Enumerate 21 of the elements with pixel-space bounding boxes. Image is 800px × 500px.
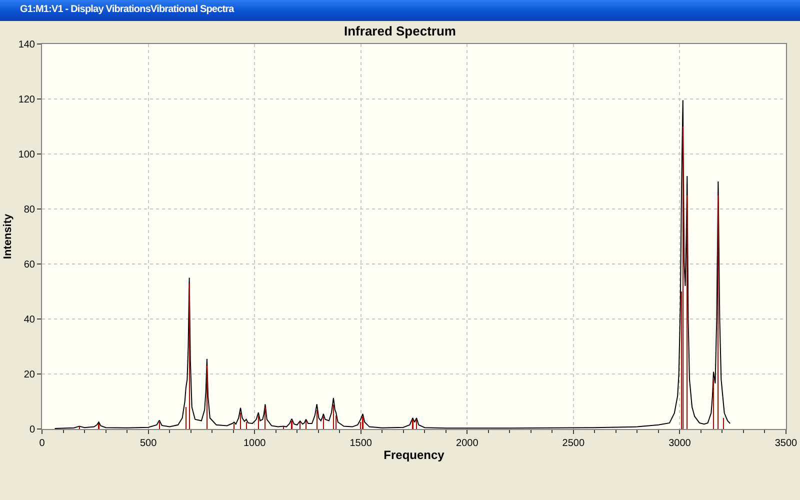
- x-tick-label: 1500: [350, 438, 372, 449]
- chart-title: Infrared Spectrum: [344, 24, 456, 39]
- x-tick-label: 0: [39, 438, 46, 449]
- line-series: [54, 100, 731, 429]
- y-tick-label: 60: [24, 260, 36, 270]
- x-tick-label: 2000: [456, 438, 479, 449]
- x-tick-label: 500: [140, 438, 158, 449]
- y-tick-label: 20: [24, 370, 36, 380]
- y-tick-label: 120: [18, 94, 36, 106]
- x-tick-label: 3500: [774, 438, 798, 449]
- y-tick-label: 80: [24, 204, 36, 216]
- x-tick-label: 2500: [562, 438, 585, 449]
- x-tick-label: 3000: [668, 438, 692, 449]
- y-tick-label: 100: [18, 150, 36, 160]
- y-axis-title: Intensity: [2, 213, 14, 260]
- y-tick-label: 140: [18, 40, 36, 50]
- y-tick-label: 0: [29, 424, 36, 436]
- y-tick-label: 40: [24, 314, 36, 326]
- x-axis-title: Frequency: [384, 448, 445, 462]
- x-tick-label: 1000: [243, 438, 266, 449]
- window-title: G1:M1:V1 - Display VibrationsVibrational Spectra: [20, 4, 234, 15]
